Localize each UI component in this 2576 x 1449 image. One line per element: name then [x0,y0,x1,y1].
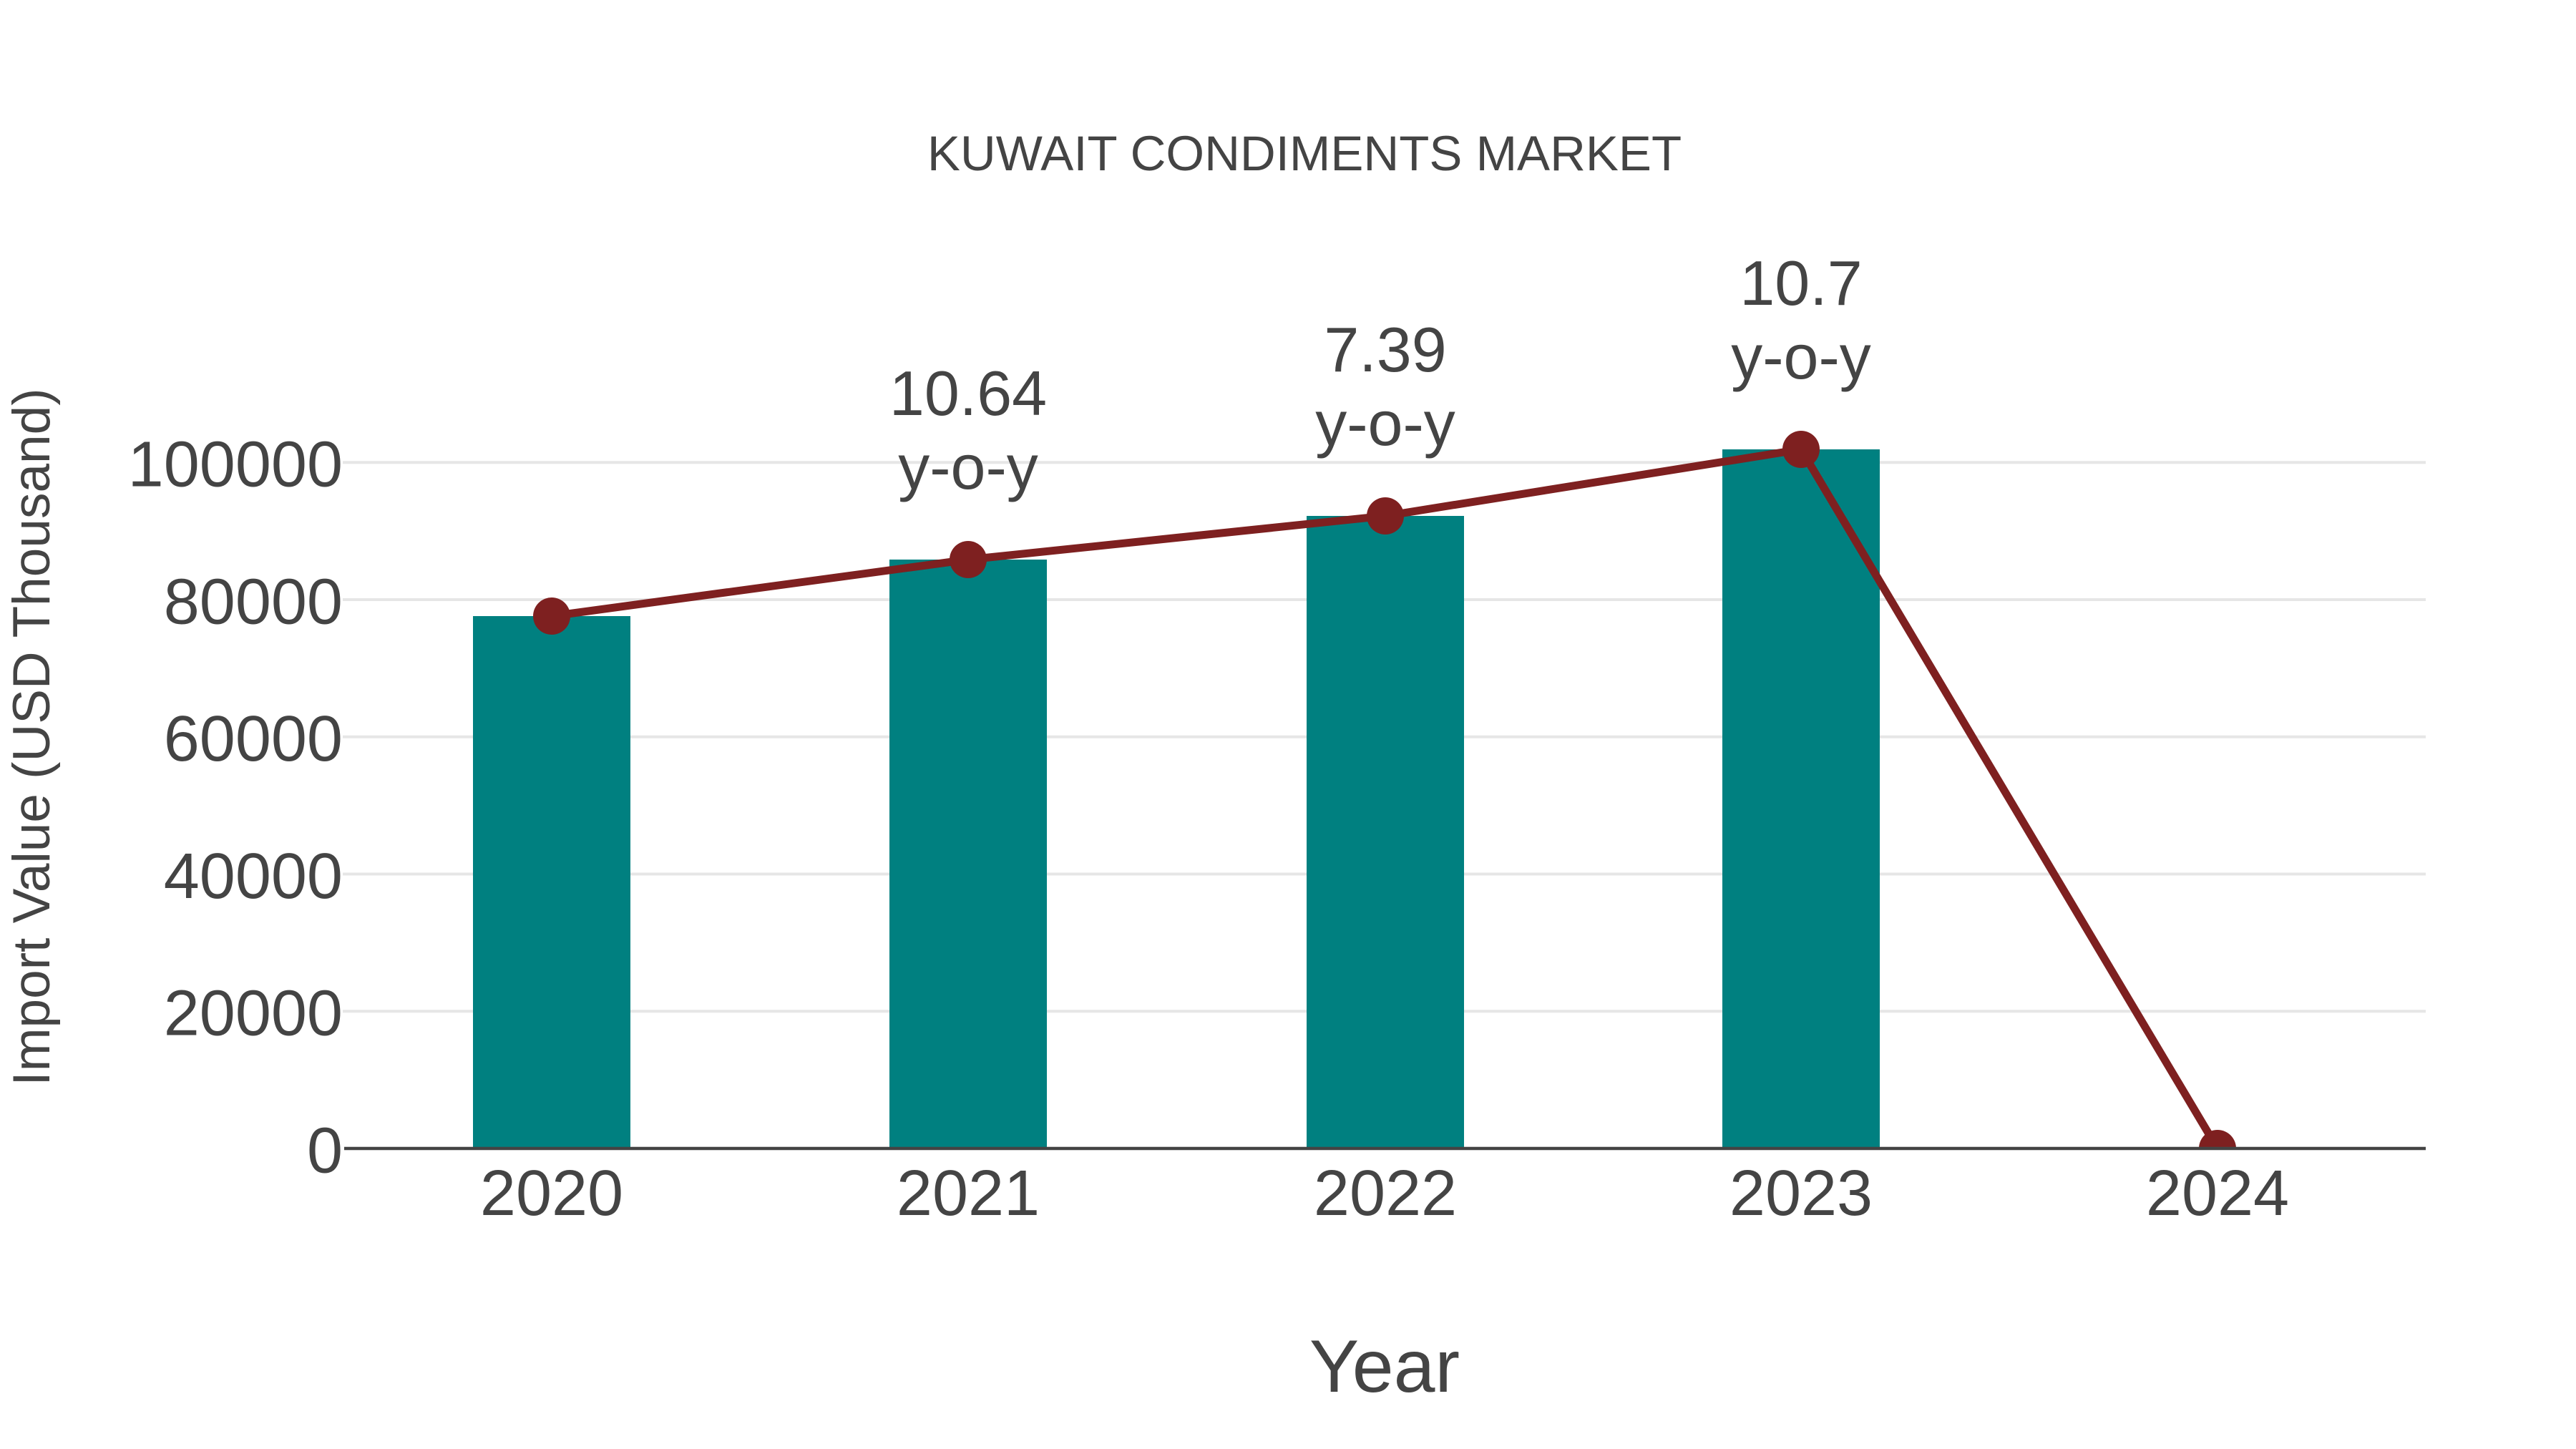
svg-text:0: 0 [307,1116,343,1187]
svg-text:2023: 2023 [1729,1158,1873,1229]
svg-text:y-o-y: y-o-y [1731,321,1871,392]
svg-text:2022: 2022 [1314,1158,1457,1229]
svg-text:y-o-y: y-o-y [1315,388,1455,459]
svg-text:10.64: 10.64 [889,358,1047,429]
svg-text:7.39: 7.39 [1324,314,1446,385]
svg-text:10.7: 10.7 [1740,248,1862,318]
svg-text:20000: 20000 [164,978,343,1050]
svg-text:2024: 2024 [2146,1158,2289,1229]
svg-text:60000: 60000 [164,703,343,775]
svg-text:y-o-y: y-o-y [898,431,1038,502]
svg-text:2021: 2021 [897,1158,1040,1229]
svg-text:Year: Year [1309,1325,1460,1408]
svg-text:2020: 2020 [480,1158,623,1229]
svg-text:100000: 100000 [128,429,343,501]
svg-text:Import Value (USD Thousand): Import Value (USD Thousand) [3,388,61,1085]
svg-text:40000: 40000 [164,841,343,912]
svg-text:80000: 80000 [164,567,343,638]
svg-text:KUWAIT CONDIMENTS MARKET: KUWAIT CONDIMENTS MARKET [927,126,1682,181]
